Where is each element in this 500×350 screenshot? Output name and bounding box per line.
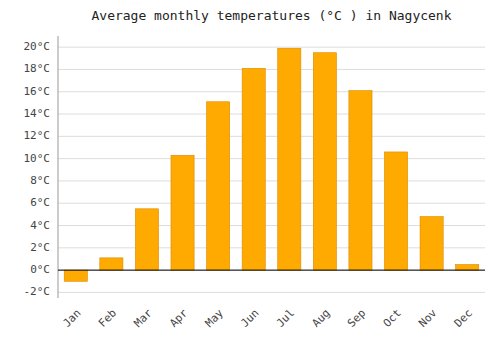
y-tick-label: 4°C xyxy=(30,219,50,232)
grid-line xyxy=(58,203,485,204)
bar xyxy=(313,53,336,270)
y-tick-label: 18°C xyxy=(24,62,51,75)
y-tick-label: 12°C xyxy=(24,129,51,142)
chart: Average monthly temperatures (°C ) in Na… xyxy=(0,0,500,350)
y-tick-label: -2°C xyxy=(24,285,51,298)
grid-line xyxy=(58,91,485,92)
y-tick-label: 10°C xyxy=(24,152,51,165)
bar xyxy=(100,258,123,270)
x-tick-label: May xyxy=(203,306,227,330)
grid-line xyxy=(58,136,485,137)
grid-line xyxy=(58,47,485,48)
y-tick-label: 14°C xyxy=(24,107,51,120)
chart-container: Average monthly temperatures (°C ) in Na… xyxy=(0,0,500,350)
grid-line xyxy=(58,292,485,293)
y-tick-label: 2°C xyxy=(30,241,50,254)
bar xyxy=(278,48,301,270)
x-tick-label: Aug xyxy=(309,307,332,330)
bar xyxy=(349,91,372,270)
bar xyxy=(384,152,407,270)
bar xyxy=(420,217,443,271)
grid-line xyxy=(58,114,485,115)
bar xyxy=(242,68,265,270)
y-axis-line xyxy=(58,36,59,298)
zero-line xyxy=(58,270,485,271)
x-tick-label: Sep xyxy=(345,307,368,330)
grid-line xyxy=(58,158,485,159)
bar xyxy=(207,102,230,270)
x-tick-label: Jul xyxy=(274,307,297,330)
bars xyxy=(64,48,479,281)
x-tick-label: Jan xyxy=(60,307,83,330)
bar xyxy=(456,265,479,271)
x-tick-label: Oct xyxy=(381,307,404,330)
y-tick-label: 0°C xyxy=(30,263,50,276)
y-tick-label: 20°C xyxy=(24,40,51,53)
grid-line xyxy=(58,180,485,181)
grid xyxy=(58,47,485,292)
bar xyxy=(171,155,194,270)
x-tick-label: Mar xyxy=(131,306,155,330)
x-tick-label: Feb xyxy=(96,307,119,330)
x-tick-label: Nov xyxy=(416,306,440,330)
grid-line xyxy=(58,69,485,70)
y-tick-label: 16°C xyxy=(24,85,51,98)
y-tick-label: 6°C xyxy=(30,196,50,209)
x-tick-label: Apr xyxy=(167,306,191,330)
bar xyxy=(135,209,158,270)
title: Average monthly temperatures (°C ) in Na… xyxy=(91,8,451,23)
grid-line xyxy=(58,270,485,271)
bar xyxy=(64,270,87,281)
x-tick-label: Dec xyxy=(452,307,475,330)
y-tick-label: 8°C xyxy=(30,174,50,187)
x-tick-label: Jun xyxy=(238,307,261,330)
